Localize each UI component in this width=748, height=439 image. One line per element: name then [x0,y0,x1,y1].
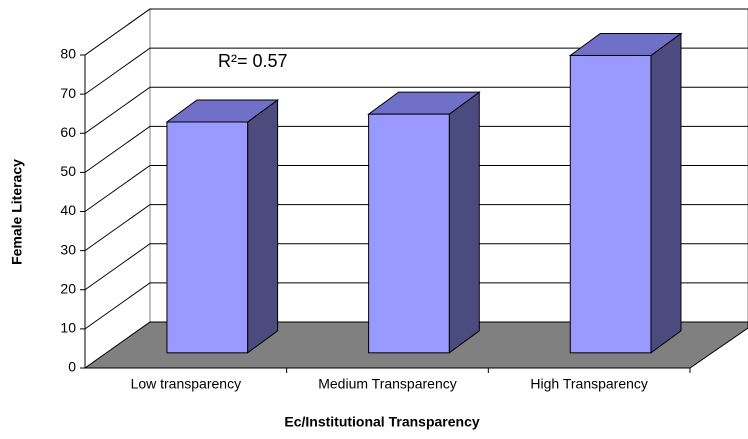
y-tick-label: 60 [60,124,76,140]
grid-line [84,243,748,291]
bar [368,113,450,354]
y-tick-label: 30 [60,241,76,257]
y-tick-label: 40 [60,202,76,218]
grid-line [84,47,748,95]
y-tick-label: 50 [60,163,76,179]
y-tick-label: 70 [60,85,76,101]
grid-line [84,165,748,212]
y-tick-label: 0 [68,359,76,375]
x-tick-label: Medium Transparency [318,376,457,392]
bar [166,121,249,354]
grid-line [84,86,748,134]
x-axis-label: Ec/Institutional Transparency [284,414,479,430]
y-tick-label: 10 [60,320,76,336]
grid-line [84,204,748,252]
y-tick-label: 20 [60,280,76,296]
bar-side [448,91,480,354]
bar [569,54,652,354]
grid-line [84,282,748,330]
grid-line [84,8,748,56]
bar-side [247,98,279,354]
x-tick-label: High Transparency [530,376,648,392]
annotation: R²= 0.57 [218,51,288,71]
x-tick-label: Low transparency [131,376,242,392]
y-axis-label: Female Literacy [9,159,25,265]
bar-side [650,32,682,354]
y-tick-label: 80 [60,46,76,62]
grid-line [84,125,748,173]
